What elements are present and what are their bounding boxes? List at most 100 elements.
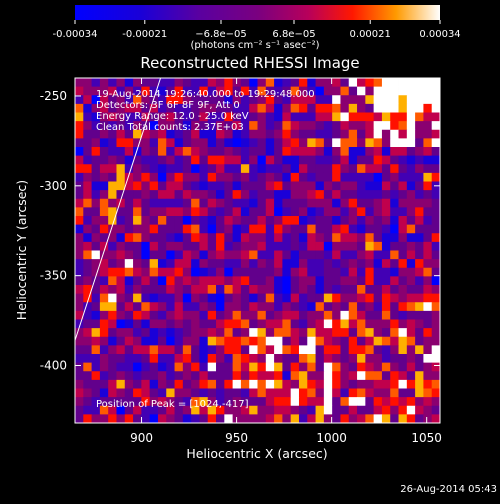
heatmap-cell [174,241,184,251]
heatmap-cell [207,379,217,389]
heatmap-cell [398,112,408,122]
heatmap-cell [282,267,292,277]
heatmap-cell [133,190,142,200]
heatmap-cell [298,285,308,295]
heatmap-cell [224,155,234,165]
heatmap-cell [323,310,333,320]
heatmap-cell [365,397,375,407]
heatmap-cell [191,224,200,234]
heatmap-cell [390,155,399,165]
heatmap-cell [157,362,167,372]
heatmap-cell [116,336,126,346]
heatmap-cell [99,198,109,208]
heatmap-cell [357,414,366,423]
heatmap-cell [381,164,391,174]
heatmap-cell [398,310,408,320]
heatmap-cell [182,345,192,355]
heatmap-cell [373,310,383,320]
heatmap-cell [240,267,250,277]
heatmap-cell [398,362,408,372]
heatmap-cell [373,319,383,329]
heatmap-cell [423,147,433,157]
heatmap-cell [348,155,358,165]
heatmap-cell [381,371,391,381]
heatmap-cell [207,233,217,243]
heatmap-cell [323,259,333,269]
heatmap-cell [398,198,408,208]
heatmap-cell [431,293,440,303]
heatmap-cell [149,328,159,338]
heatmap-cell [257,86,267,96]
heatmap-cell [133,198,142,208]
heatmap-cell [232,241,242,251]
heatmap-cell [365,86,375,96]
heatmap-cell [398,207,408,217]
heatmap-cell [232,336,242,346]
heatmap-cell [323,362,333,372]
heatmap-cell [240,241,250,251]
heatmap-cell [249,121,258,131]
heatmap-cell [274,216,283,226]
heatmap-cell [415,216,424,226]
heatmap-cell [398,95,408,105]
heatmap-cell [141,328,151,338]
heatmap-cell [357,207,366,217]
heatmap-cell [83,224,92,234]
heatmap-cell [323,190,333,200]
heatmap-cell [282,121,292,131]
heatmap-cell [108,112,117,122]
heatmap-cell [75,224,84,234]
heatmap-cell [323,388,333,398]
heatmap-cell [357,95,366,105]
heatmap-cell [373,379,383,389]
heatmap-cell [315,379,325,389]
heatmap-cell [415,302,424,312]
heatmap-cell [398,121,408,131]
heatmap-cell [398,319,408,329]
heatmap-cell [257,276,267,286]
heatmap-cell [124,259,134,269]
heatmap-cell [415,397,424,407]
heatmap-cell [199,155,209,165]
heatmap-cell [365,103,375,113]
heatmap-cell [99,405,109,415]
heatmap-cell [75,103,84,113]
heatmap-cell [257,250,267,260]
heatmap-cell [157,302,167,312]
heatmap-cell [133,276,142,286]
heatmap-cell [191,172,200,182]
heatmap-cell [332,276,341,286]
heatmap-cell [166,276,175,286]
heatmap-cell [323,397,333,407]
heatmap-cell [323,207,333,217]
heatmap-cell [232,138,242,148]
heatmap-cell [216,302,225,312]
heatmap-cell [166,405,175,415]
heatmap-cell [406,319,416,329]
heatmap-cell [348,129,358,139]
heatmap-cell [240,397,250,407]
heatmap-cell [174,328,184,338]
heatmap-cell [216,267,225,277]
heatmap-cell [149,216,159,226]
heatmap-cell [124,95,134,105]
heatmap-cell [340,172,350,182]
heatmap-cell [191,198,200,208]
heatmap-cell [182,121,192,131]
heatmap-cell [340,190,350,200]
heatmap-cell [116,345,126,355]
heatmap-cell [265,129,275,139]
heatmap-cell [108,181,117,191]
heatmap-cell [216,224,225,234]
heatmap-cell [357,354,366,364]
heatmap-cell [290,190,300,200]
heatmap-cell [133,328,142,338]
heatmap-cell [116,259,126,269]
heatmap-cell [232,129,242,139]
heatmap-cell [332,397,341,407]
heatmap-cell [141,267,151,277]
heatmap-cell [257,181,267,191]
limb-line [74,77,162,341]
heatmap-cell [332,216,341,226]
heatmap-cell [282,147,292,157]
